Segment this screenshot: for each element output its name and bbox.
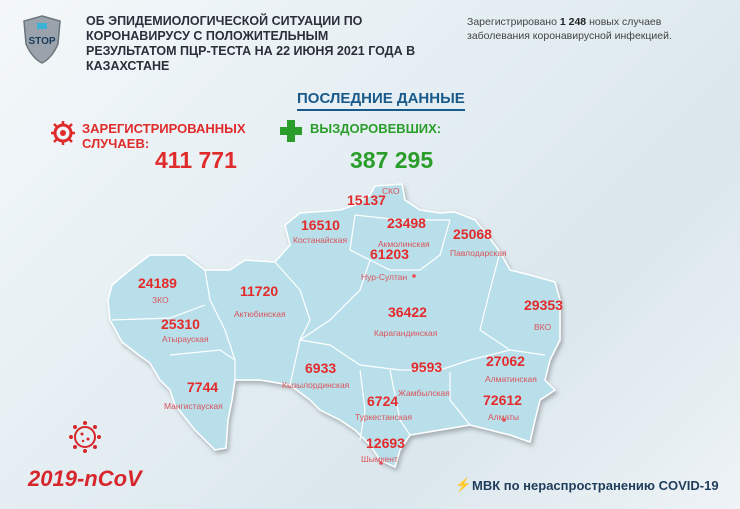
region-value: 12693 [366,435,405,451]
region-label: Акмолинская [378,239,430,249]
region-label: Алматы [488,412,520,422]
region-value: 23498 [387,215,426,231]
region-label: Павлодарская [450,248,507,258]
region-value: 16510 [301,217,340,233]
recovered-label: ВЫЗДОРОВЕВШИХ: [310,121,442,136]
region-label: Кызылординская [282,380,350,390]
region-label: Нур-Султан [361,272,408,282]
region-value: 29353 [524,297,563,313]
recovered-value: 387 295 [350,147,434,173]
region-value: 6724 [367,393,399,409]
region-label: Карагандинская [374,328,438,338]
org-footer: МВК по нераспространению COVID-19 [472,478,719,493]
region-value: 9593 [411,359,443,375]
region-value: 25068 [453,226,492,242]
region-value: 6933 [305,360,337,376]
region-value: 25310 [161,316,200,332]
region-label: Мангистауская [164,401,223,411]
region-label: Актюбинская [234,309,286,319]
new-cases-note: Зарегистрировано 1 248 новых случаев заб… [467,16,672,42]
registered-label: ЗАРЕГИСТРИРОВАННЫХ СЛУЧАЕВ: [82,121,246,151]
region-value: 36422 [388,304,427,320]
svg-text:STOP: STOP [28,36,55,47]
coronavirus-icon [68,420,102,454]
ncov-label: 2019-nCoV [28,466,142,491]
virus-icon [50,120,76,146]
region-label: Жамбылская [398,388,450,398]
region-value: 11720 [240,283,279,299]
lightning-icon: ⚡ [455,477,472,492]
plus-icon [280,120,302,142]
region-label: Алматинская [485,374,537,384]
region-label: Атырауская [162,334,209,344]
region-value: 24189 [138,275,177,291]
region-label: ЗКО [152,295,169,305]
region-value: 72612 [483,392,522,408]
region-value: 27062 [486,353,525,369]
region-label: СКО [382,186,400,196]
page-title: ОБ ЭПИДЕМИОЛОГИЧЕСКОЙ СИТУАЦИИ ПО КОРОНА… [86,14,416,73]
region-label: Костанайская [293,235,348,245]
registered-value: 411 771 [155,147,237,173]
region-label: ВКО [534,322,552,332]
region-value: 7744 [187,379,219,395]
region-label: Шымкент [361,454,398,464]
latest-data-heading: ПОСЛЕДНИЕ ДАННЫЕ [297,90,465,111]
region-value: 15137 [347,192,386,208]
region-value: 61203 [370,246,409,262]
region-label: Туркестанская [355,412,413,422]
stop-logo: STOP [22,14,62,64]
